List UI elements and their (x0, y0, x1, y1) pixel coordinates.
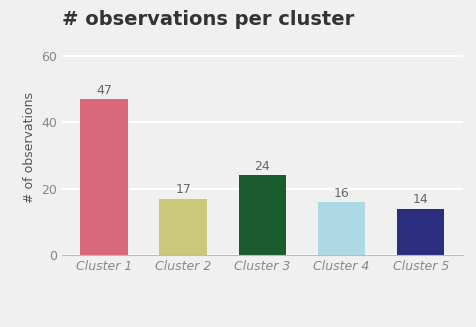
Text: # observations per cluster: # observations per cluster (62, 10, 354, 29)
Text: 24: 24 (254, 160, 270, 173)
Bar (396, 209, 444, 255)
Text: 16: 16 (333, 187, 349, 199)
Bar (317, 202, 365, 255)
Text: 47: 47 (96, 84, 112, 97)
Text: 17: 17 (175, 183, 191, 196)
Bar (159, 198, 207, 255)
Bar (80, 99, 128, 255)
Bar (238, 175, 286, 255)
Text: 14: 14 (412, 193, 428, 206)
Y-axis label: # of observations: # of observations (23, 92, 36, 203)
